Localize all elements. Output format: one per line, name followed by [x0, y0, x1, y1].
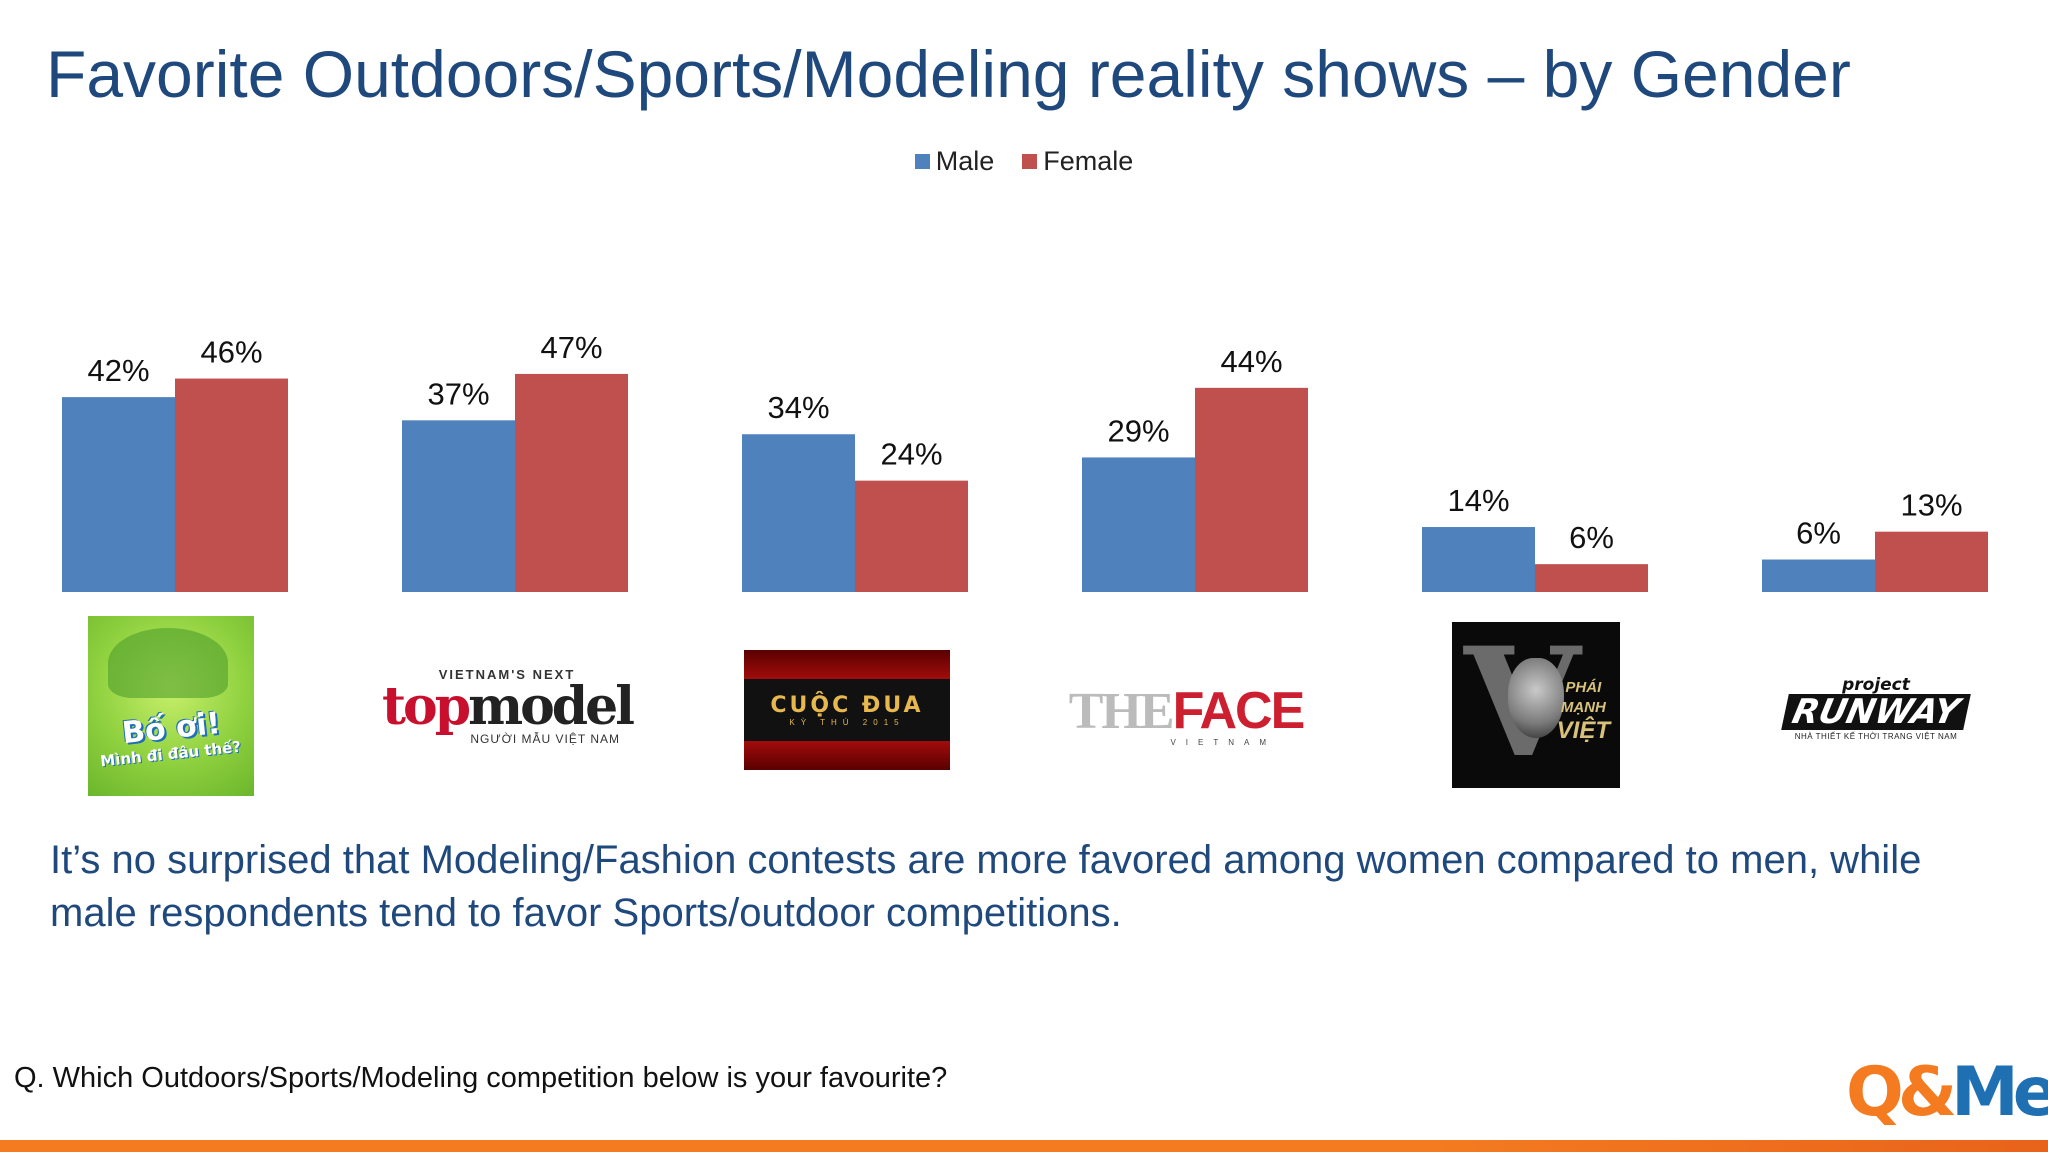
logo-text-main: RUNWAY: [1781, 692, 1971, 732]
legend-label-female: Female: [1043, 146, 1134, 176]
bar-female-4: [1195, 387, 1308, 592]
logo-text: CUỘC ĐUA: [770, 693, 924, 718]
data-label-female-3: 24%: [880, 437, 942, 472]
bar-female-2: [515, 373, 628, 592]
logo-subtext: NGƯỜI MẪU VIỆT NAM: [470, 731, 620, 746]
logo-text: PHÁI MẠNH VIỆT: [1556, 679, 1610, 744]
legend-item-male: Male: [914, 146, 995, 177]
show-logo-project-runway: project RUNWAY NHÀ THIẾT KẾ THỜI TRANG V…: [1766, 668, 1986, 750]
bar-male-2: [402, 420, 515, 592]
bar-female-6: [1875, 531, 1988, 592]
data-label-male-5: 14%: [1447, 483, 1509, 518]
survey-question: Q. Which Outdoors/Sports/Modeling compet…: [14, 1062, 948, 1094]
bar-female-3: [855, 480, 968, 592]
data-label-female-1: 46%: [200, 335, 262, 370]
legend-label-male: Male: [935, 146, 995, 176]
bar-male-1: [62, 397, 175, 592]
face-image: [1508, 658, 1564, 738]
show-logo-top-model: VIETNAM'S NEXT topmodel NGƯỜI MẪU VIỆT N…: [380, 660, 634, 752]
data-label-female-4: 44%: [1220, 344, 1282, 379]
brand-logo: Q&Me: [1846, 1053, 2048, 1132]
data-label-male-6: 6%: [1796, 516, 1841, 551]
legend-item-female: Female: [1022, 146, 1133, 177]
legend-swatch-male: [914, 154, 930, 169]
data-label-male-4: 29%: [1107, 413, 1169, 448]
logo-band: CUỘC ĐUA KỲ THÚ 2015: [744, 679, 950, 741]
chart-legend: Male Female: [0, 146, 2048, 177]
logo-text-top: VIETNAM'S NEXT: [438, 666, 576, 682]
show-logo-phai-manh-viet: V PHÁI MẠNH VIỆT: [1452, 622, 1620, 788]
legend-swatch-female: [1022, 154, 1038, 169]
show-logo-bo-oi: Bố ơi! Mình đi đâu thế?: [88, 616, 254, 796]
bar-male-6: [1762, 559, 1875, 592]
data-label-female-6: 13%: [1900, 488, 1962, 523]
show-logo-the-face: THEFACE VIETNAM: [1066, 676, 1306, 756]
show-logo-cuoc-dua: CUỘC ĐUA KỲ THÚ 2015: [744, 650, 950, 770]
bar-male-5: [1422, 527, 1535, 592]
data-label-male-2: 37%: [427, 376, 489, 411]
data-label-male-1: 42%: [87, 353, 149, 388]
hill-shape: [108, 628, 228, 698]
data-label-female-2: 47%: [540, 330, 602, 365]
logo-text: THEFACE: [1068, 682, 1306, 740]
slide-title: Favorite Outdoors/Sports/Modeling realit…: [46, 37, 1851, 111]
data-label-male-3: 34%: [767, 390, 829, 425]
logo-subtext: NHÀ THIẾT KẾ THỜI TRANG VIỆT NAM: [1794, 732, 1958, 741]
logo-text-top: project: [1842, 675, 1910, 695]
bottom-accent-bar: [0, 1140, 2048, 1152]
bar-female-5: [1535, 564, 1648, 592]
data-label-female-5: 6%: [1569, 520, 1614, 555]
logo-subtext: KỲ THÚ 2015: [789, 718, 905, 727]
bar-male-4: [1082, 457, 1195, 592]
bar-chart: 42% 46% 37% 47% 34% 24% 29% 44% 14% 6% 6% 13%: [62, 330, 1988, 592]
bar-male-3: [742, 434, 855, 592]
logo-subtext: VIETNAM: [1170, 738, 1276, 747]
insight-text: It’s no surprised that Modeling/Fashion …: [50, 838, 1922, 935]
logo-text-main: topmodel: [382, 675, 634, 737]
bar-female-1: [175, 378, 288, 592]
